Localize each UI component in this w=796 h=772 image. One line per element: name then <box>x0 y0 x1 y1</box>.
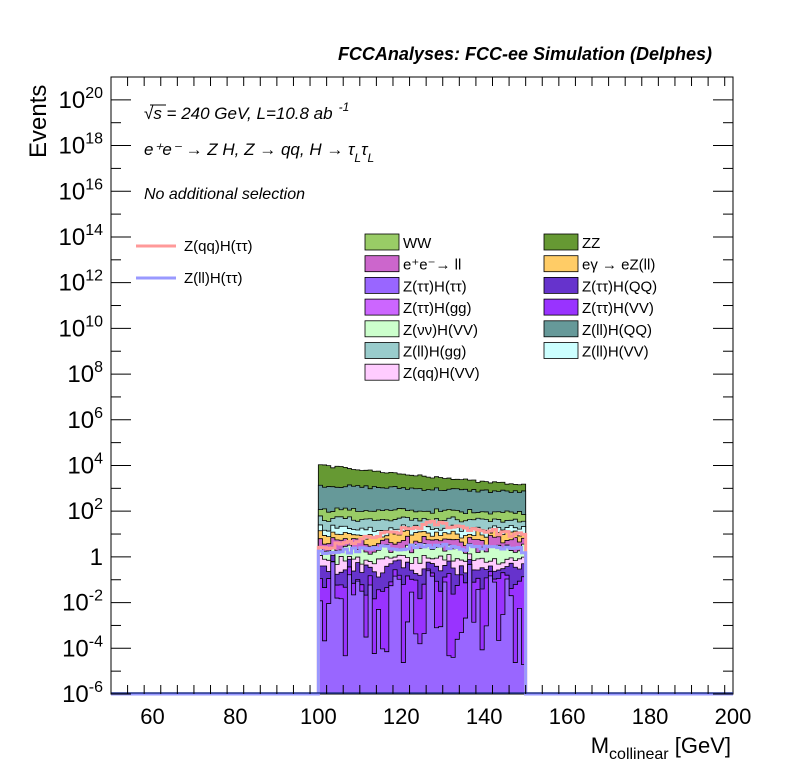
x-tick-label: 140 <box>466 704 503 729</box>
legend-label: Z(ll)H(VV) <box>582 344 649 361</box>
y-tick-label: 1 <box>90 544 103 571</box>
legend-swatch <box>543 255 579 273</box>
y-tick-label: 1016 <box>59 176 104 205</box>
legend-swatch <box>543 298 579 316</box>
x-tick-label: 80 <box>223 704 247 729</box>
y-tick-label: 1010 <box>59 313 104 342</box>
selection-annotation: No additional selection <box>144 186 305 203</box>
x-axis-label: Mcollinear [GeV] <box>591 733 731 763</box>
y-tick-label: 10-6 <box>62 679 103 708</box>
legend-label: Z(νν)H(VV) <box>403 322 478 339</box>
y-tick-label: 108 <box>67 359 103 388</box>
legend-swatch <box>543 342 579 359</box>
legend-swatch <box>543 320 579 338</box>
energy-annotation: √s = 240 GeV, L=10.8 ab -1 <box>144 100 349 123</box>
x-tick-label: 60 <box>140 704 164 729</box>
x-tick-label: 100 <box>300 704 337 729</box>
legend-swatch <box>543 233 579 251</box>
y-tick-label: 102 <box>67 496 103 525</box>
legend-label: Z(ll)H(QQ) <box>582 322 652 339</box>
legend-line-label: Z(qq)H(ττ) <box>184 238 253 255</box>
legend-swatch <box>364 298 400 316</box>
legend-swatch <box>364 255 400 273</box>
process-annotation: e⁺e⁻ → Z H, Z → qq, H → τLτL <box>144 140 374 165</box>
stack-layer <box>317 561 527 695</box>
y-tick-label: 1020 <box>59 85 104 114</box>
annotation-block: √s = 240 GeV, L=10.8 ab -1 e⁺e⁻ → Z H, Z … <box>144 100 374 203</box>
y-tick-labels: 1020 1018 1016 1014 1012 1010 108 106 104 102 1 10-… <box>59 85 104 708</box>
x-tick-label: 180 <box>632 704 669 729</box>
signal-line-1 <box>111 542 733 696</box>
y-tick-label: 1018 <box>59 131 104 160</box>
y-tick-label: 1014 <box>59 222 104 251</box>
chart-title: FCCAnalyses: FCC-ee Simulation (Delphes) <box>338 44 712 64</box>
legend-swatch <box>364 276 400 294</box>
legend-label: Z(ττ)H(ττ) <box>403 278 467 295</box>
legend-lines: Z(qq)H(ττ) Z(ll)H(ττ) <box>136 238 253 287</box>
x-tick-label: 120 <box>383 704 420 729</box>
y-tick-label: 106 <box>67 405 103 434</box>
x-tick-labels: 60 80 100 120 140 160 180 200 <box>140 704 751 729</box>
legend-label: ZZ <box>582 235 600 252</box>
y-tick-label: 10-2 <box>62 588 103 617</box>
legend-line-label: Z(ll)H(ττ) <box>184 270 243 287</box>
legend-label: eγ → eZ(ll) <box>582 257 655 274</box>
legend-label: Z(ττ)H(VV) <box>582 300 654 317</box>
x-tick-label: 160 <box>549 704 586 729</box>
x-tick-label: 200 <box>715 704 752 729</box>
signal-lines <box>111 519 733 696</box>
legend-boxes: WW ZZ e⁺e⁻→ ll eγ → eZ(ll) Z(ττ)H(ττ) Z(ττ)H(… <box>364 233 657 382</box>
stacked-histograms <box>317 464 527 695</box>
legend-swatch <box>364 320 400 338</box>
legend-swatch <box>543 276 579 294</box>
axis-ticks <box>110 76 733 695</box>
legend-swatch <box>364 363 400 381</box>
legend-swatch <box>364 342 400 359</box>
y-tick-label: 1012 <box>59 268 104 297</box>
legend-label: Z(ll)H(gg) <box>403 344 466 361</box>
legend-swatch <box>364 233 400 251</box>
legend-label: Z(ττ)H(QQ) <box>582 278 657 295</box>
y-tick-label: 10-4 <box>62 633 103 662</box>
legend-label: Z(qq)H(VV) <box>403 365 480 382</box>
legend-label: Z(ττ)H(gg) <box>403 300 472 317</box>
legend-label: WW <box>403 235 432 252</box>
signal-line-0 <box>111 519 733 696</box>
legend-label: e⁺e⁻→ ll <box>403 257 461 274</box>
y-tick-label: 104 <box>67 450 103 479</box>
y-axis-label: Events <box>25 85 52 158</box>
